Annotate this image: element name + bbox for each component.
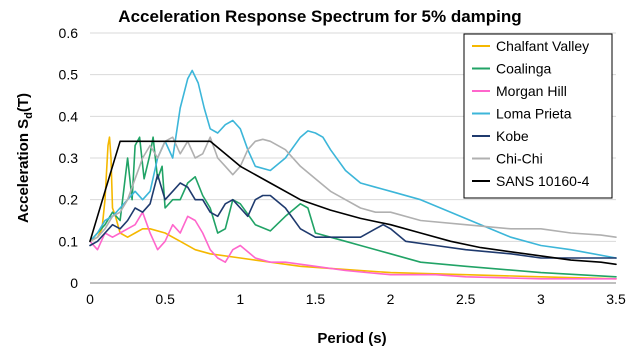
- y-tick-label: 0.6: [59, 25, 79, 41]
- legend-label-morgan-hill: Morgan Hill: [496, 83, 567, 99]
- legend: Chalfant Valley Coalinga Morgan Hill Loma P…: [463, 33, 613, 199]
- series-line-morgan-hill: [89, 211, 617, 280]
- y-tick-label: 0.2: [59, 192, 79, 208]
- chart-title: Acceleration Response Spectrum for 5% da…: [118, 7, 521, 26]
- series-line-coalinga: [89, 136, 617, 278]
- series-line-loma-prieta: [89, 69, 617, 259]
- y-tick-label: 0: [70, 275, 78, 291]
- x-tick-label: 1.5: [306, 291, 326, 307]
- y-tick-label: 0.5: [59, 67, 79, 83]
- x-tick-label: 1: [236, 291, 244, 307]
- legend-label-loma-prieta: Loma Prieta: [496, 106, 572, 122]
- y-axis-title-suffix: (T): [15, 93, 32, 112]
- legend-label-sans-10160-4: SANS 10160-4: [496, 173, 590, 189]
- x-tick-label: 3: [537, 291, 545, 307]
- legend-label-coalinga: Coalinga: [496, 61, 551, 77]
- legend-label-kobe: Kobe: [496, 128, 529, 144]
- legend-label-chi-chi: Chi-Chi: [496, 151, 543, 167]
- y-axis-title-subscript: d: [23, 112, 35, 119]
- y-tick-labels: 0 0.1 0.2 0.3 0.4 0.5 0.6: [59, 25, 79, 291]
- x-tick-label: 2.5: [456, 291, 476, 307]
- series-lines: [89, 69, 617, 280]
- y-tick-label: 0.4: [59, 108, 79, 124]
- x-tick-labels: 0 0.5 1 1.5 2 2.5 3 3.5: [86, 291, 626, 307]
- y-axis-title: Acceleration Sd(T): [15, 93, 35, 223]
- y-axis-title-main: Acceleration S: [15, 119, 32, 223]
- series-line-chi-chi: [89, 136, 617, 243]
- y-tick-label: 0.1: [59, 233, 79, 249]
- legend-box: [463, 33, 613, 199]
- x-tick-label: 0.5: [155, 291, 175, 307]
- series-line-kobe: [89, 173, 617, 259]
- legend-label-chalfant-valley: Chalfant Valley: [496, 38, 589, 54]
- y-tick-label: 0.3: [59, 150, 79, 166]
- x-axis-title: Period (s): [317, 330, 386, 347]
- x-tick-label: 0: [86, 291, 94, 307]
- x-tick-label: 3.5: [606, 291, 626, 307]
- series-line-chalfant-valley: [89, 136, 617, 280]
- x-tick-label: 2: [387, 291, 395, 307]
- series-line-sans-10160-4: [89, 140, 617, 266]
